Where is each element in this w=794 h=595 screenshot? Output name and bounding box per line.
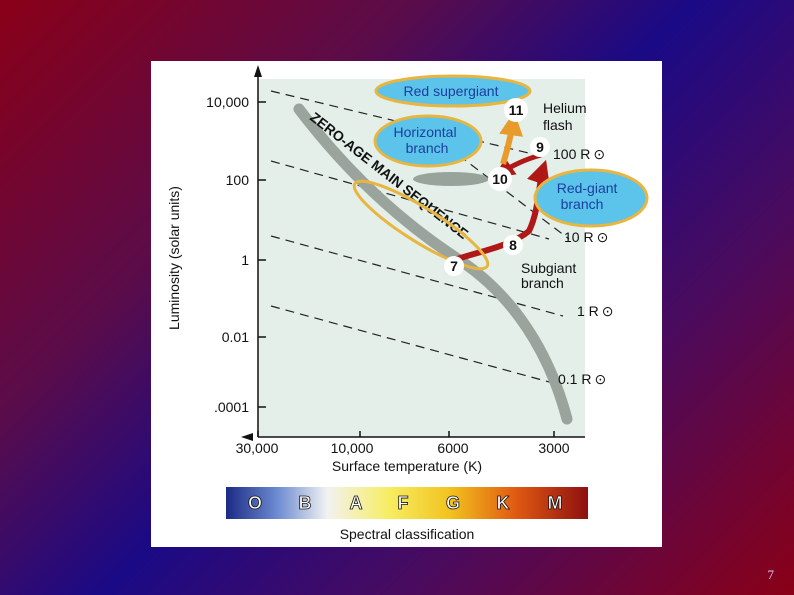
spectral-class-label: O — [248, 493, 262, 513]
x-tick-label: 3000 — [538, 440, 569, 456]
y-tick-label: .0001 — [214, 399, 249, 415]
y-tick-label: 10,000 — [206, 94, 249, 110]
radius-label-10: 10 R ⊙ — [564, 229, 608, 245]
svg-text:10: 10 — [492, 171, 508, 187]
slide-number: 7 — [767, 567, 775, 582]
x-tick-label: 6000 — [437, 440, 468, 456]
x-tick-label: 10,000 — [331, 440, 374, 456]
diagram-panel: 10,000 100 1 0.01 .0001 30,000 10,000 60… — [151, 61, 662, 547]
y-tick-label: 0.01 — [222, 329, 249, 345]
red-supergiant-callout — [374, 74, 532, 108]
subgiant-branch-label: Subgiant branch — [521, 260, 580, 291]
stage-marker-9: 9 — [530, 137, 550, 157]
y-tick-label: 100 — [226, 172, 250, 188]
radius-line-0.1 — [270, 305, 554, 384]
agb-track — [499, 111, 523, 165]
spectral-class-label: B — [299, 493, 312, 513]
spectral-classification-label: Spectral classification — [340, 526, 475, 542]
horizontal-branch-smear — [413, 172, 489, 186]
svg-text:8: 8 — [509, 237, 517, 253]
radius-line-1 — [270, 235, 564, 317]
svg-text:7: 7 — [450, 258, 458, 274]
y-axis-arrow-icon — [254, 65, 262, 77]
stage-marker-7: 7 — [444, 256, 464, 276]
x-axis-label: Surface temperature (K) — [332, 458, 482, 474]
main-sequence-callout — [352, 179, 490, 271]
stage-marker-11: 11 — [504, 98, 528, 122]
horizontal-branch-callout — [373, 114, 483, 168]
helium-flash-label: Helium flash — [543, 100, 590, 133]
radius-label-0.1: 0.1 R ⊙ — [558, 371, 606, 387]
y-tick-label: 1 — [241, 252, 249, 268]
radius-line-10 — [270, 160, 550, 240]
red-giant-branch-label: Red-giant branch — [557, 180, 622, 212]
svg-text:9: 9 — [536, 139, 544, 155]
x-axis-arrow-icon — [241, 433, 253, 441]
y-axis-label: Luminosity (solar units) — [166, 186, 182, 330]
radius-label-1: 1 R ⊙ — [577, 303, 614, 319]
spectral-class-label: K — [497, 493, 510, 513]
svg-text:11: 11 — [509, 102, 524, 118]
stage-marker-8: 8 — [503, 235, 523, 255]
red-giant-branch-callout — [533, 168, 649, 228]
red-supergiant-label: Red supergiant — [404, 83, 499, 99]
x-tick-label: 30,000 — [236, 440, 279, 456]
horizontal-branch-label: Horizontal branch — [394, 124, 461, 156]
spectral-bar — [226, 487, 588, 519]
spectral-class-label: F — [398, 493, 409, 513]
spectral-class-label: A — [350, 493, 363, 513]
radius-label-100: 100 R ⊙ — [553, 146, 605, 162]
spectral-class-label: M — [548, 493, 563, 513]
spectral-class-label: G — [446, 493, 460, 513]
stage-marker-10: 10 — [488, 167, 512, 191]
